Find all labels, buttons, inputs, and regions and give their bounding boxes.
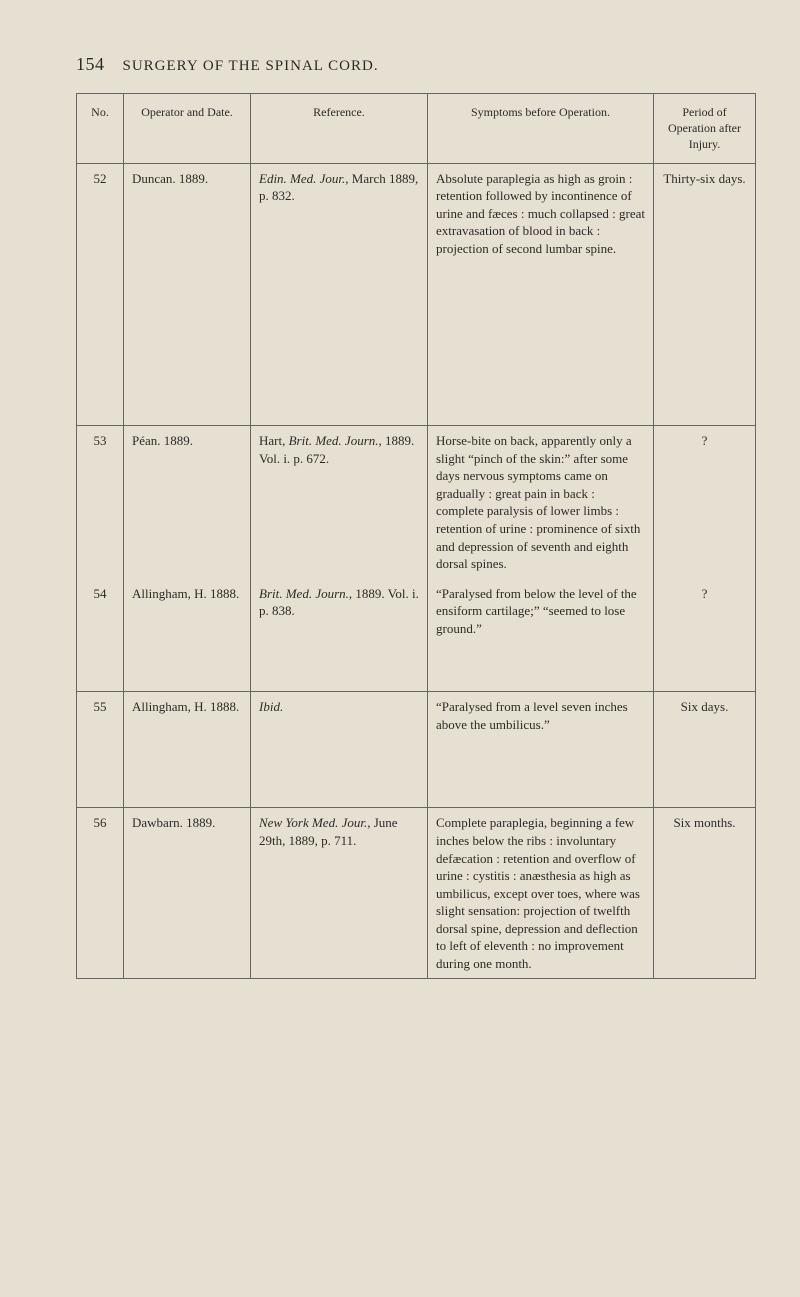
ref-italic: New York Med. Jour. — [259, 815, 367, 830]
table-header-row: No. Operator and Date. Reference. Sympto… — [77, 94, 756, 164]
cell-operator: Allingham, H. 1888. — [124, 692, 251, 740]
cell-no: 53 — [77, 426, 124, 579]
table-row: 56 Dawbarn. 1889. New York Med. Jour., J… — [77, 808, 756, 979]
spacer-row — [77, 643, 756, 692]
cell-reference: Brit. Med. Journ., 1889. Vol. i. p. 838. — [251, 579, 428, 644]
table-row: 52 Duncan. 1889. Edin. Med. Jour., March… — [77, 163, 756, 263]
cell-operator: Allingham, H. 1888. — [124, 579, 251, 644]
col-symptoms: Symptoms before Operation. — [428, 94, 654, 164]
cases-table: No. Operator and Date. Reference. Sympto… — [76, 93, 756, 979]
cell-symptoms: Absolute paraplegia as high as groin : r… — [428, 163, 654, 263]
cell-reference: Edin. Med. Jour., March 1889, p. 832. — [251, 163, 428, 263]
cell-no: 55 — [77, 692, 124, 740]
cell-period: ? — [654, 426, 756, 579]
table-row: 55 Allingham, H. 1888. Ibid. “Paralysed … — [77, 692, 756, 740]
col-no: No. — [77, 94, 124, 164]
table-row: 53 Péan. 1889. Hart, Brit. Med. Journ., … — [77, 426, 756, 579]
cell-period: ? — [654, 579, 756, 644]
cell-operator: Péan. 1889. — [124, 426, 251, 579]
ref-italic: Brit. Med. Journ. — [289, 433, 379, 448]
page-number: 154 — [76, 54, 105, 75]
ref-prefix: Hart, — [259, 433, 289, 448]
cell-no: 52 — [77, 163, 124, 263]
spacer-row — [77, 739, 756, 808]
cell-period: Six days. — [654, 692, 756, 740]
cell-symptoms: Horse-bite on back, apparently only a sl… — [428, 426, 654, 579]
col-period: Period of Operation after Injury. — [654, 94, 756, 164]
cell-reference: Ibid. — [251, 692, 428, 740]
ref-italic: Brit. Med. Journ. — [259, 586, 349, 601]
cell-symptoms: Complete paraplegia, beginning a few inc… — [428, 808, 654, 979]
spacer-row — [77, 263, 756, 426]
running-head: 154 SURGERY OF THE SPINAL CORD. — [76, 54, 756, 75]
cell-no: 56 — [77, 808, 124, 979]
cell-symptoms: “Paralysed from below the level of the e… — [428, 579, 654, 644]
cell-operator: Dawbarn. 1889. — [124, 808, 251, 979]
cell-reference: Hart, Brit. Med. Journ., 1889. Vol. i. p… — [251, 426, 428, 579]
cell-reference: New York Med. Jour., June 29th, 1889, p.… — [251, 808, 428, 979]
table-row: 54 Allingham, H. 1888. Brit. Med. Journ.… — [77, 579, 756, 644]
ref-italic: Ibid. — [259, 699, 283, 714]
page-title: SURGERY OF THE SPINAL CORD. — [123, 58, 379, 75]
col-operator: Operator and Date. — [124, 94, 251, 164]
cell-operator: Duncan. 1889. — [124, 163, 251, 263]
col-reference: Reference. — [251, 94, 428, 164]
ref-italic: Edin. Med. Jour. — [259, 171, 345, 186]
cell-period: Thirty-six days. — [654, 163, 756, 263]
cell-period: Six months. — [654, 808, 756, 979]
cell-symptoms: “Paralysed from a level seven inches abo… — [428, 692, 654, 740]
cell-no: 54 — [77, 579, 124, 644]
page: 154 SURGERY OF THE SPINAL CORD. No. Oper… — [0, 0, 800, 1297]
